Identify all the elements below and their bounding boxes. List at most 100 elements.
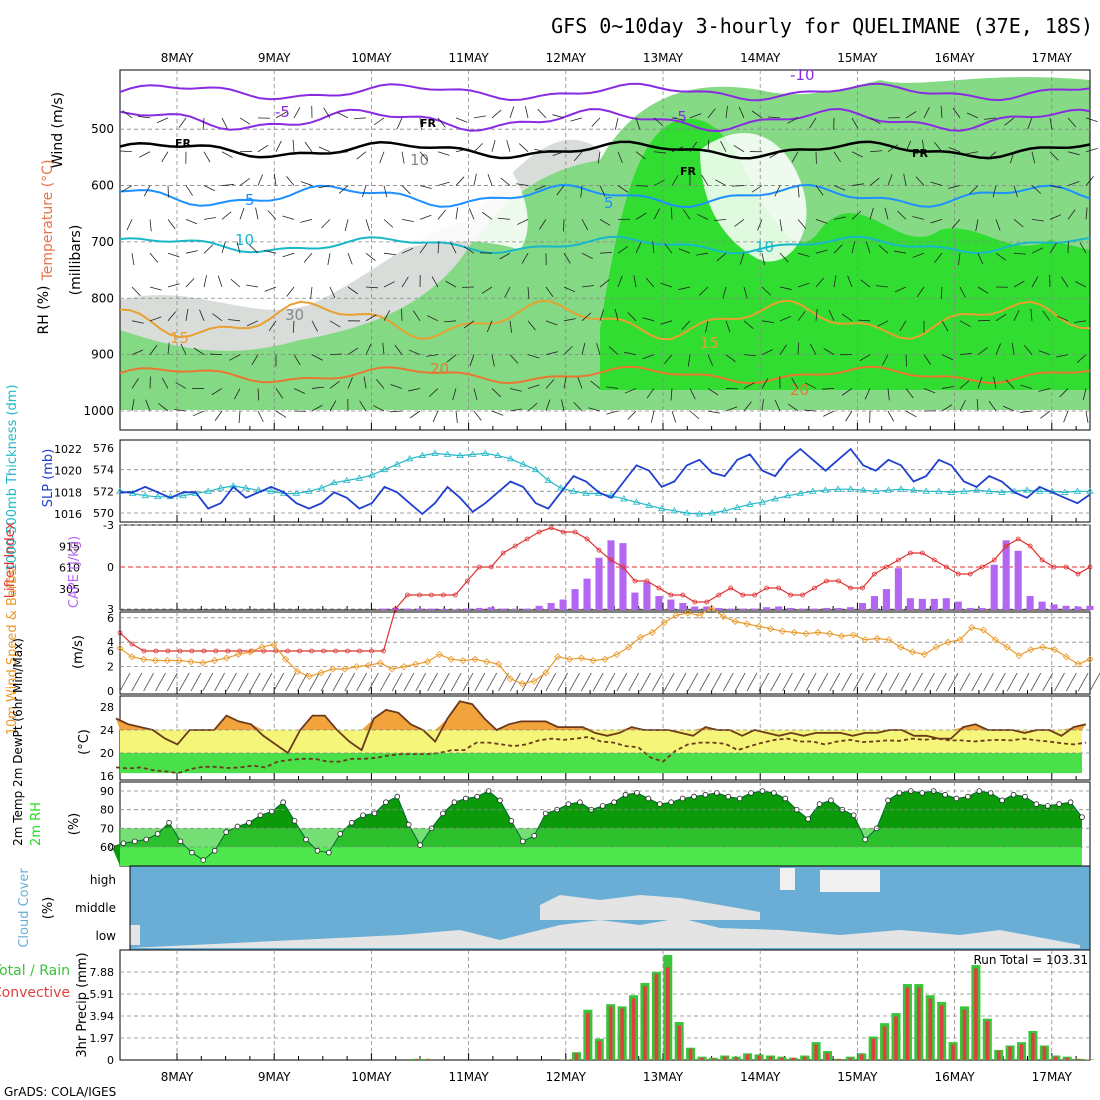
thickness-point [481, 449, 490, 456]
wind-barb [581, 219, 589, 231]
wind-barb [1085, 148, 1098, 153]
wind10-barb [888, 672, 900, 692]
wind10-barb [521, 672, 533, 692]
rh-point [440, 810, 446, 817]
thickness-point [506, 455, 515, 462]
wind-barb [596, 343, 601, 355]
wind-barb [383, 219, 394, 228]
wind-barb [131, 378, 139, 389]
rh-point [337, 831, 344, 837]
wind-barb [857, 319, 871, 322]
lifted-index-point [261, 648, 267, 654]
wind-barb [498, 217, 511, 220]
cape-bar [559, 599, 567, 610]
precip-convective-bar [654, 974, 659, 1060]
wind10-barb [119, 672, 131, 692]
rh-point [999, 797, 1005, 804]
wind10-barb [900, 672, 912, 692]
wind-barb [597, 151, 601, 164]
thickness-point [494, 451, 502, 458]
wind-barb [401, 151, 405, 164]
wind-barb [635, 185, 649, 187]
temp-tick: 28 [100, 701, 114, 714]
wind-barb [1061, 276, 1069, 288]
lifted-index-point [812, 585, 817, 591]
wind-barb [327, 253, 331, 266]
wind-barb [599, 219, 611, 226]
precip-convective-bar [768, 1056, 773, 1060]
wind10-barb [663, 672, 675, 692]
wind-barb [491, 388, 501, 398]
wind-barb [174, 409, 187, 412]
thickness-point [393, 460, 401, 467]
precip-convective-bar [871, 1038, 875, 1060]
cape-bar [763, 607, 771, 610]
wind-barb [143, 185, 151, 197]
wind10-barb [711, 672, 722, 692]
thickness-point [154, 492, 162, 500]
wind-barb [1031, 185, 1042, 194]
wind10-point [944, 638, 952, 646]
wind-barb [234, 388, 241, 400]
wind-barb [733, 145, 745, 153]
wind10-point [1050, 645, 1059, 654]
wind10-point [719, 613, 727, 621]
temp-tick: 16 [100, 770, 114, 783]
thickness-point [532, 465, 540, 473]
wind-barb [941, 320, 949, 332]
wind10-barb [249, 672, 261, 692]
thickness-point [292, 489, 301, 496]
wind-barb [455, 148, 468, 153]
wind10-point [767, 625, 775, 633]
wind-barb [860, 279, 871, 288]
wind-barb [473, 143, 483, 153]
wind-barb [1075, 281, 1087, 288]
pressure-tick: 500 [91, 122, 114, 136]
rh-point [405, 821, 412, 828]
cape-bar [966, 607, 974, 610]
wind-barb [527, 384, 540, 389]
wind-barb [167, 342, 170, 355]
wind-barb [1031, 247, 1043, 254]
wind-barb [751, 185, 763, 193]
wind-barb [653, 117, 664, 127]
rh-point [246, 819, 252, 826]
wind10-barb [332, 672, 344, 692]
thickness-point [317, 484, 326, 491]
wind10-point [1015, 652, 1023, 660]
wind-tick: 0 [107, 685, 114, 698]
cape-bar [799, 608, 807, 610]
wind10-point [1086, 655, 1094, 663]
precip-convective-bar [1008, 1046, 1012, 1060]
thickness-point [1073, 487, 1082, 494]
slp-tick: 1018 [54, 486, 82, 499]
wind-barb [1063, 410, 1069, 423]
wind-barb [347, 286, 359, 295]
rh-point [679, 795, 686, 802]
wind-barb [642, 354, 655, 360]
rh-point [987, 790, 994, 796]
wind-barb [581, 312, 592, 322]
precip-convective-bar [597, 1041, 602, 1060]
wind10-barb [616, 672, 628, 692]
wind-barb [203, 217, 216, 220]
thickness-point [796, 489, 804, 496]
wind-barb [363, 376, 367, 389]
precip-convective-bar [414, 1058, 419, 1060]
wind-barb [815, 308, 818, 321]
wind10-point [743, 620, 751, 628]
wind-barb [292, 139, 295, 152]
thickness-point [695, 510, 704, 517]
cape-bar [475, 607, 483, 610]
wind-barb [815, 218, 828, 224]
wind-barb [779, 344, 787, 355]
lifted-index-point [907, 550, 913, 556]
wind-barb [905, 111, 917, 119]
rh-point [280, 799, 286, 805]
precip-convective-bar [608, 1006, 613, 1060]
precip-convective-bar [426, 1058, 430, 1060]
wind-barb [671, 175, 679, 186]
lifted-index-point [884, 564, 889, 570]
wind10-barb [640, 672, 651, 692]
lifted-index-point [776, 585, 782, 591]
